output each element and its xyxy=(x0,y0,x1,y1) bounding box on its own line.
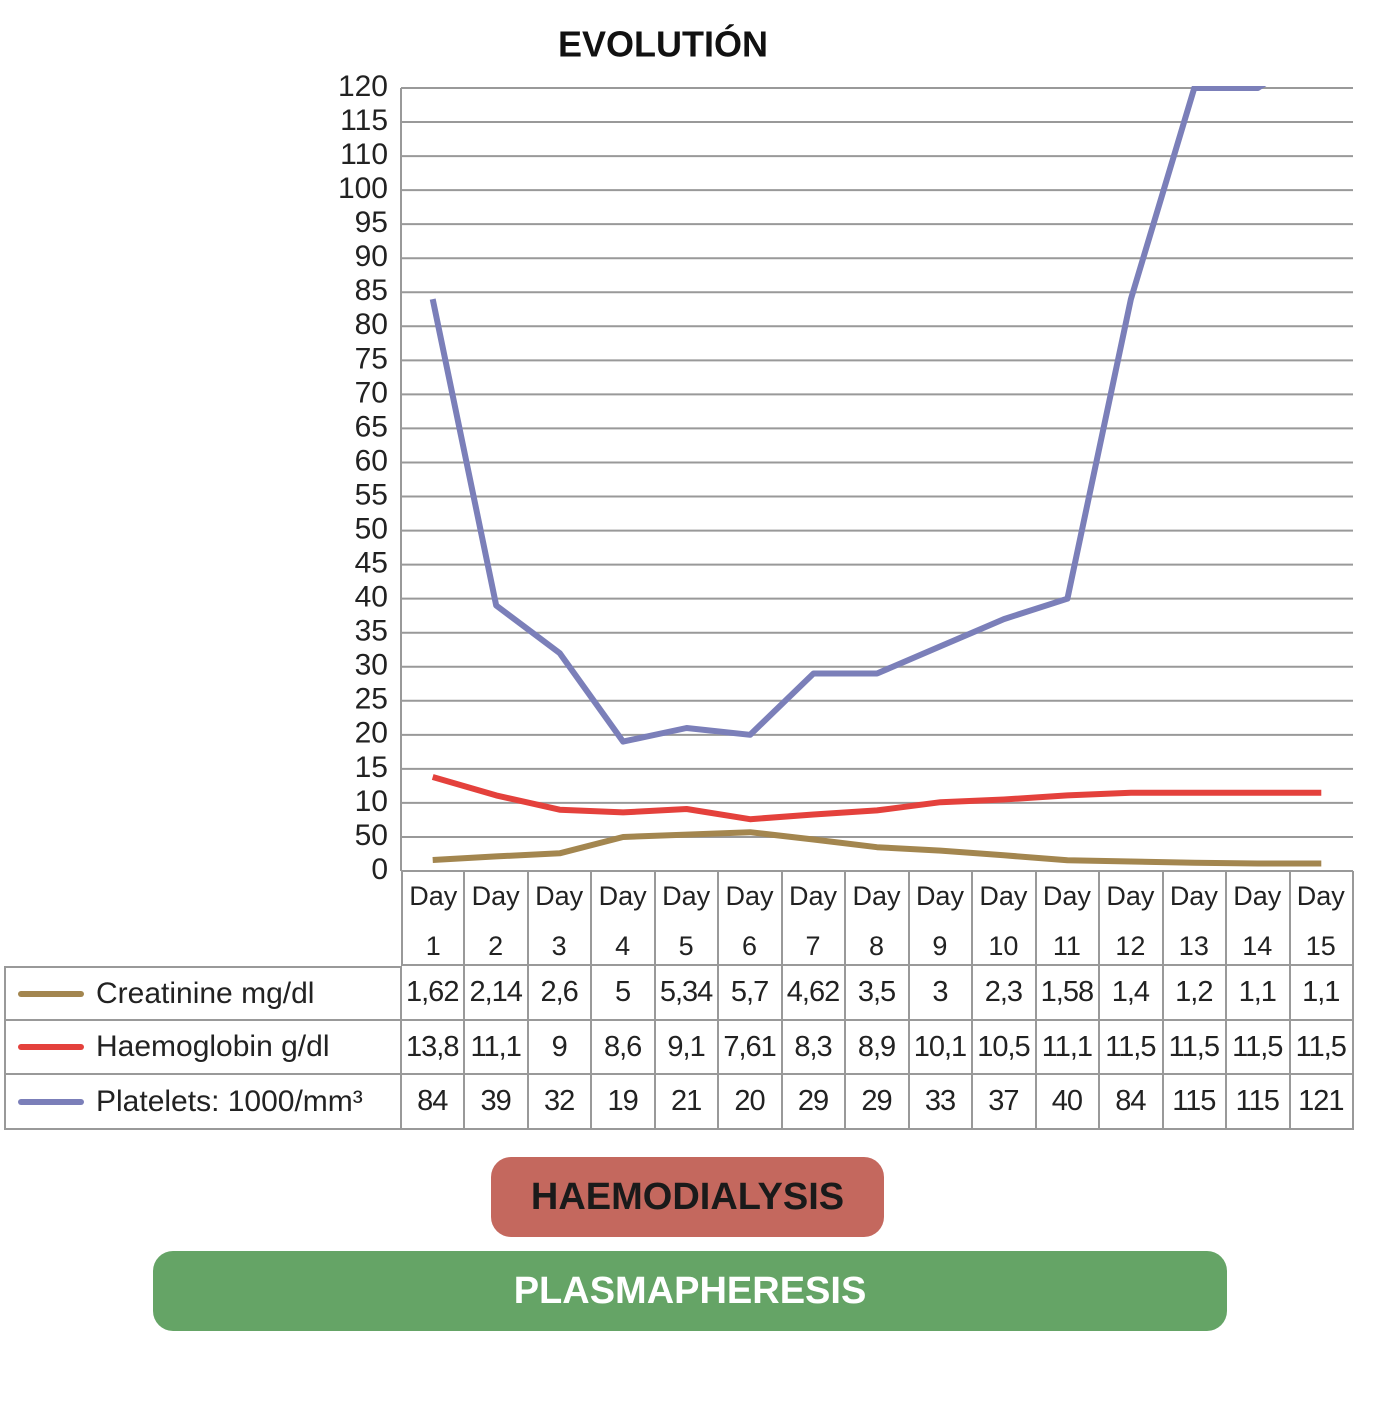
data-label: 13,8 xyxy=(401,1021,466,1075)
legend-entry: Haemoglobin g/dl xyxy=(4,1021,402,1075)
data-label: 115 xyxy=(1162,1075,1228,1130)
data-label: 11,5 xyxy=(1099,1021,1164,1075)
data-label: 1,4 xyxy=(1099,966,1164,1021)
y-tick-label: 55 xyxy=(355,478,388,511)
data-label: 5,7 xyxy=(718,966,783,1021)
data-label: 1,1 xyxy=(1289,966,1354,1021)
x-tick-label: Day 11 xyxy=(1035,871,1101,966)
x-tick-label: Day 14 xyxy=(1226,871,1291,966)
series-line xyxy=(432,829,1322,867)
data-label: 8,3 xyxy=(781,1021,847,1075)
x-tick-label: Day 3 xyxy=(527,871,593,966)
x-tick-label: Day 4 xyxy=(591,871,656,966)
y-tick-label: 120 xyxy=(338,70,388,103)
data-label: 3,5 xyxy=(845,966,910,1021)
data-label: 2,14 xyxy=(464,966,529,1021)
y-tick-label: 85 xyxy=(355,274,388,307)
y-tick-label: 25 xyxy=(355,683,388,716)
y-tick-label: 15 xyxy=(355,751,388,784)
x-tick-label: Day 10 xyxy=(972,871,1037,966)
chart-title: EVOLUTIÓN xyxy=(558,23,768,65)
y-tick-label: 30 xyxy=(355,649,388,682)
data-label: 11,5 xyxy=(1289,1021,1354,1075)
data-label: 20 xyxy=(718,1075,783,1130)
x-tick-label: Day 2 xyxy=(464,871,529,966)
data-label: 33 xyxy=(908,1075,974,1130)
data-label: 84 xyxy=(1099,1075,1164,1130)
x-tick-label: Day 15 xyxy=(1289,871,1354,966)
x-tick-label: Day 6 xyxy=(718,871,783,966)
y-tick-label: 70 xyxy=(355,376,388,409)
legend-entry: Platelets: 1000/mm³ xyxy=(4,1075,402,1130)
data-label: 11,1 xyxy=(464,1021,529,1075)
legend-swatch xyxy=(18,1098,84,1105)
plasmapheresis-box: PLASMAPHERESIS xyxy=(153,1251,1227,1331)
data-label: 9,1 xyxy=(654,1021,720,1075)
y-tick-label: 40 xyxy=(355,581,388,614)
data-label: 2,3 xyxy=(972,966,1037,1021)
x-tick-label: Day 13 xyxy=(1162,871,1228,966)
data-label: 19 xyxy=(591,1075,656,1130)
x-tick-label: Day 5 xyxy=(654,871,720,966)
data-label: 10,1 xyxy=(908,1021,974,1075)
data-label: 9 xyxy=(527,1021,593,1075)
data-label: 11,5 xyxy=(1162,1021,1228,1075)
y-tick-label: 95 xyxy=(355,206,388,239)
x-tick-label: Day 7 xyxy=(781,871,847,966)
data-label: 4,62 xyxy=(781,966,847,1021)
data-label: 1,58 xyxy=(1035,966,1101,1021)
y-tick-label: 10 xyxy=(355,785,388,818)
y-tick-label: 45 xyxy=(355,547,388,580)
y-tick-label: 115 xyxy=(340,104,388,137)
y-tick-label: 20 xyxy=(355,717,388,750)
y-tick-label: 50 xyxy=(355,819,388,852)
y-tick-label: 110 xyxy=(340,138,388,171)
data-label: 29 xyxy=(845,1075,910,1130)
x-tick-label: Day 9 xyxy=(908,871,974,966)
x-tick-label: Day 8 xyxy=(845,871,910,966)
data-label: 115 xyxy=(1226,1075,1291,1130)
data-label: 39 xyxy=(464,1075,529,1130)
y-tick-label: 100 xyxy=(338,172,388,205)
haemodialysis-box: HAEMODIALYSIS xyxy=(491,1157,884,1237)
data-label: 1,1 xyxy=(1226,966,1291,1021)
data-label: 10,5 xyxy=(972,1021,1037,1075)
data-label: 21 xyxy=(654,1075,720,1130)
data-label: 11,5 xyxy=(1226,1021,1291,1075)
data-label: 3 xyxy=(908,966,974,1021)
legend-swatch xyxy=(18,1044,84,1050)
data-label: 5 xyxy=(591,966,656,1021)
data-label: 32 xyxy=(527,1075,593,1130)
y-tick-label: 60 xyxy=(355,444,388,477)
y-tick-label: 35 xyxy=(355,615,388,648)
x-tick-label: Day 1 xyxy=(401,871,466,966)
legend-swatch xyxy=(18,990,84,997)
data-label: 5,34 xyxy=(654,966,720,1021)
data-label: 84 xyxy=(401,1075,466,1130)
y-tick-label: 80 xyxy=(355,308,388,341)
legend-entry: Creatinine mg/dl xyxy=(4,966,402,1021)
data-label: 37 xyxy=(972,1075,1037,1130)
plot-area xyxy=(429,86,1322,867)
y-tick-label: 65 xyxy=(355,410,388,443)
data-label: 11,1 xyxy=(1035,1021,1101,1075)
series-line xyxy=(431,774,1322,823)
y-tick-label: 90 xyxy=(355,240,388,273)
data-label: 8,9 xyxy=(845,1021,910,1075)
data-label: 1,62 xyxy=(401,966,466,1021)
y-tick-label: 75 xyxy=(355,342,388,375)
data-label: 1,2 xyxy=(1162,966,1228,1021)
data-label: 29 xyxy=(781,1075,847,1130)
data-label: 40 xyxy=(1035,1075,1101,1130)
series-line xyxy=(429,86,1267,745)
y-tick-label: 50 xyxy=(355,512,388,545)
data-label: 121 xyxy=(1289,1075,1354,1130)
data-label: 8,6 xyxy=(591,1021,656,1075)
data-label: 7,61 xyxy=(718,1021,783,1075)
y-tick-label: 0 xyxy=(371,853,388,886)
x-tick-label: Day 12 xyxy=(1099,871,1164,966)
data-label: 2,6 xyxy=(527,966,593,1021)
